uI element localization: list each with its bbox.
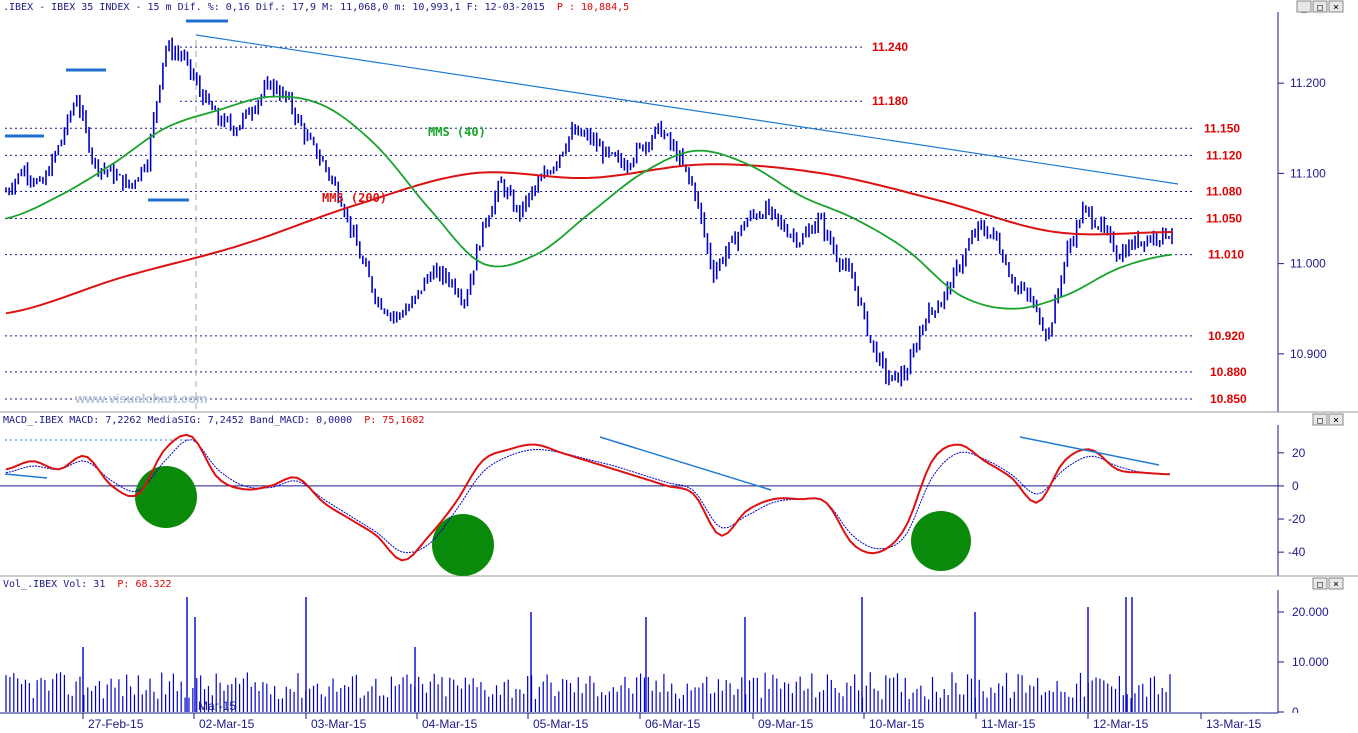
macd-trend-3 [1019, 436, 1160, 466]
x-tick-label: 06-Mar-15 [645, 717, 701, 731]
x-tick-label: 05-Mar-15 [533, 717, 589, 731]
level-label: 11.050 [1206, 212, 1242, 226]
mms200-label: MMS (200) [322, 191, 387, 205]
price-panel-title: .IBEX - IBEX 35 INDEX - 15 m Dif. %: 0,1… [3, 2, 545, 13]
price-candles [5, 37, 1173, 387]
x-tick-label: 02-Mar-15 [199, 717, 255, 731]
level-label: 11.240 [872, 40, 908, 54]
level-label: 10.850 [1210, 392, 1247, 406]
level-label: 10.920 [1208, 329, 1245, 343]
vol-panel-header: Vol_.IBEX Vol: 31 P: 68.322 [3, 579, 172, 590]
level-label: 11.080 [1206, 184, 1242, 198]
watermark: www.visualchart.com [74, 391, 207, 406]
macd-trend-1 [4, 473, 48, 479]
macd-maximize-icon: □ [1317, 416, 1323, 426]
vol-maximize-icon: □ [1317, 580, 1323, 590]
window-buttons-macd[interactable]: □ × [1312, 413, 1344, 426]
vol-panel-title: Vol_.IBEX Vol: 31 [3, 579, 105, 590]
level-label: 10.880 [1210, 365, 1247, 379]
y-tick-label: 11.100 [1290, 166, 1326, 180]
x-tick-label: 13-Mar-15 [1206, 717, 1262, 731]
level-label: 11.150 [1204, 121, 1240, 135]
macd-close-button[interactable] [1328, 413, 1344, 426]
macd-circle-1 [135, 466, 197, 528]
macd-circle-2 [432, 514, 494, 576]
macd-trend-lines [4, 436, 1160, 491]
x-axis: 27-Feb-15 02-Mar-15 03-Mar-15 04-Mar-15 05-M… [0, 699, 1358, 733]
vol-maximize-button[interactable] [1312, 577, 1328, 590]
level-label: 11.010 [1208, 248, 1244, 262]
macd-y-tick-label: -40 [1288, 545, 1306, 559]
y-tick-label: 11.000 [1290, 257, 1326, 271]
x-tick-label: 12-Mar-15 [1093, 717, 1149, 731]
x-tick-label: 10-Mar-15 [869, 717, 925, 731]
maximize-icon: □ [1317, 3, 1323, 13]
price-panel: .IBEX - IBEX 35 INDEX - 15 m Dif. %: 0,1… [0, 0, 1358, 578]
mms40-label: MMS (40) [428, 125, 486, 139]
vol-close-button[interactable] [1328, 577, 1344, 590]
price-last: P : 10,884,5 [557, 2, 629, 13]
maximize-button[interactable] [1312, 0, 1328, 13]
macd-line [5, 433, 1171, 562]
macd-y-tick-label: 0 [1292, 479, 1299, 493]
x-tick-label: 04-Mar-15 [422, 717, 478, 731]
macd-circle-3 [911, 511, 971, 571]
macd-panel-title: MACD_.IBEX MACD: 7,2262 MediaSIG: 7,2452… [3, 415, 352, 426]
mms40-line [5, 95, 1173, 310]
horizontal-markers [5, 19, 228, 202]
close-button[interactable] [1328, 0, 1344, 13]
macd-trend-2 [599, 436, 772, 491]
x-tick-label: 11-Mar-15 [981, 717, 1036, 731]
level-label: 11.180 [872, 94, 908, 108]
macd-y-tick-label: -20 [1288, 512, 1306, 526]
price-panel-header: .IBEX - IBEX 35 INDEX - 15 m Dif. %: 0,1… [3, 2, 629, 13]
macd-maximize-button[interactable] [1312, 413, 1328, 426]
close-icon: × [1333, 2, 1339, 13]
window-buttons-vol[interactable]: □ × [1312, 577, 1344, 590]
macd-close-icon: × [1333, 415, 1339, 426]
volume-panel: Vol_.IBEX Vol: 31 P: 68.322 □ × 20.000 10… [0, 577, 1358, 719]
macd-last: P: 75,1682 [364, 415, 424, 426]
x-tick-label: 09-Mar-15 [758, 717, 814, 731]
vol-close-icon: × [1333, 579, 1339, 590]
trend-line-price [195, 34, 1179, 185]
vol-last: P: 68.322 [117, 579, 171, 590]
vol-y-tick-label: 20.000 [1292, 605, 1329, 619]
macd-panel: MACD_.IBEX MACD: 7,2262 MediaSIG: 7,2452… [0, 413, 1358, 577]
level-label: 11.120 [1206, 148, 1242, 162]
macd-y-tick-label: 20 [1292, 446, 1306, 460]
mms200-line [5, 163, 1173, 315]
x-overlay-label: Mar-15 [198, 699, 236, 713]
x-tick-label: 03-Mar-15 [311, 717, 367, 731]
volume-bars [5, 597, 1171, 712]
macd-panel-header: MACD_.IBEX MACD: 7,2262 MediaSIG: 7,2452… [3, 415, 424, 426]
x-tick-label: 27-Feb-15 [88, 717, 144, 731]
y-tick-label: 10.900 [1290, 347, 1327, 361]
y-tick-label: 11.200 [1290, 76, 1326, 90]
minimize-button[interactable] [1296, 0, 1312, 13]
window-buttons-price[interactable]: _ □ × [1296, 0, 1344, 13]
minimize-icon: _ [1301, 2, 1308, 13]
vol-y-tick-label: 10.000 [1292, 655, 1329, 669]
vol-y-tick-label: 0 [1292, 705, 1299, 719]
macd-circles [135, 466, 971, 576]
